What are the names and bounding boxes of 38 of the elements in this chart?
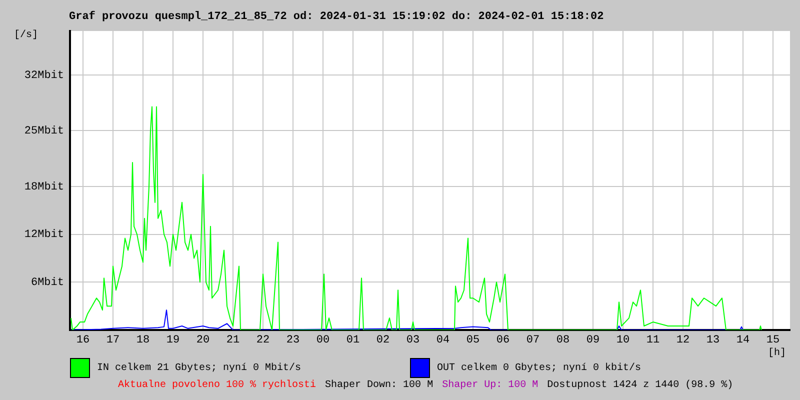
x-tick-label: 14 — [736, 334, 750, 347]
y-tick-label: 32Mbit — [24, 70, 64, 82]
y-axis-title: [/s] — [14, 30, 38, 41]
x-tick-label: 02 — [376, 334, 390, 347]
text: Aktualne povoleno 100 % rychlosti — [118, 380, 316, 391]
x-tick-label: 04 — [436, 334, 450, 347]
x-tick-label: 03 — [406, 334, 420, 347]
x-tick-label: 07 — [526, 334, 540, 347]
x-tick-label: 00 — [316, 334, 330, 347]
chart-title: Graf provozu quesmpl_172_21_85_72 od: 2024-01-31 15:19:02 do: 2024-02-01 15:18:02 — [69, 11, 604, 23]
x-tick-label: 11 — [646, 334, 660, 347]
x-tick-label: 12 — [676, 334, 690, 347]
y-tick-label: 12Mbit — [24, 229, 64, 242]
x-tick-label: 13 — [706, 334, 720, 347]
y-tick-label: 25Mbit — [24, 126, 64, 138]
x-tick-label: 10 — [616, 334, 630, 347]
x-axis-title: [h] — [768, 348, 786, 359]
text: Shaper Up: 100 M — [442, 380, 538, 391]
x-tick-label: 06 — [496, 334, 510, 347]
legend-label: IN celkem 21 Gbytes; nyní 0 Mbit/s — [97, 362, 302, 374]
text: Shaper Down: 100 M — [325, 380, 434, 391]
y-tick-label: 18Mbit — [24, 181, 64, 194]
x-tick-label: 09 — [586, 334, 600, 347]
x-tick-label: 05 — [466, 334, 480, 347]
x-tick-label: 23 — [286, 334, 300, 347]
text: Dostupnost 1424 z 1440 (98.9 %) — [547, 380, 734, 391]
x-tick-label: 01 — [346, 334, 360, 347]
x-tick-label: 19 — [166, 334, 180, 347]
x-tick-label: 15 — [766, 334, 780, 347]
x-tick-label: 08 — [556, 334, 570, 347]
x-tick-label: 21 — [226, 334, 240, 347]
x-tick-label: 20 — [196, 334, 210, 347]
y-tick-label: 6Mbit — [30, 277, 64, 290]
legend-label: OUT celkem 0 Gbytes; nyní 0 kbit/s — [437, 362, 642, 374]
x-tick-label: 17 — [106, 334, 120, 347]
x-tick-label: 22 — [256, 334, 270, 347]
x-tick-label: 16 — [76, 334, 90, 347]
x-tick-label: 18 — [136, 334, 150, 347]
